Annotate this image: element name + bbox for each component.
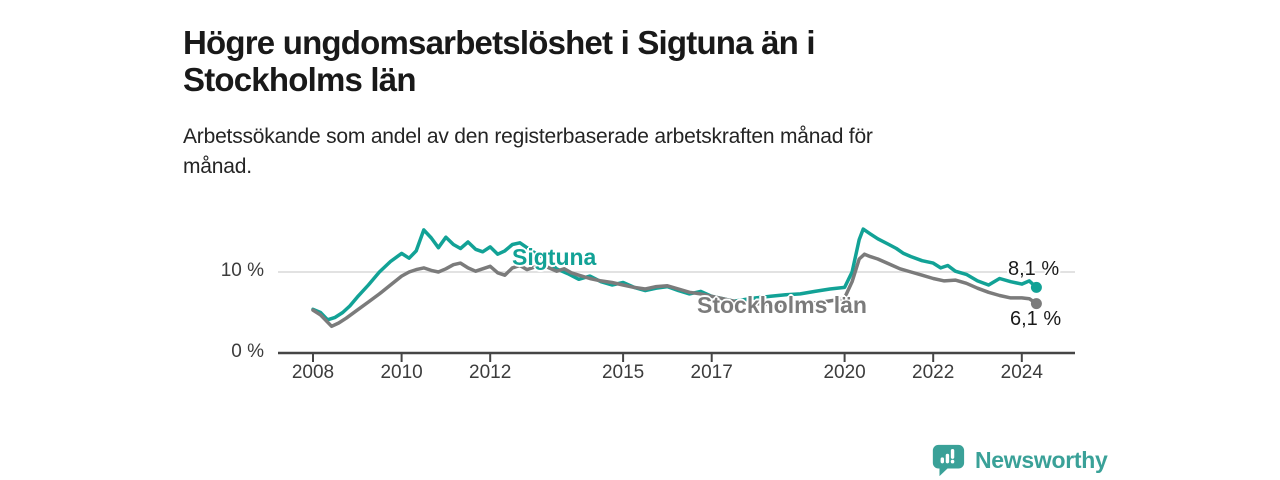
bar-medium	[945, 453, 950, 464]
series-line-stockholms-l-n	[311, 252, 1039, 329]
y-tick-label-0: 0 %	[231, 341, 264, 362]
x-tick-label-2020: 2020	[823, 362, 866, 383]
page-title: Högre ungdomsarbetslöshet i Sigtuna än i…	[183, 24, 816, 99]
x-tick-label-2015: 2015	[601, 362, 645, 383]
chart-subtitle-line1: Arbetssökande som andel av den registerb…	[183, 125, 873, 148]
x-tick-label-2012: 2012	[469, 362, 512, 383]
chart-subtitle: Arbetssökande som andel av den registerb…	[183, 122, 873, 182]
page-title-line1: Högre ungdomsarbetslöshet i Sigtuna än i	[183, 24, 816, 62]
x-tick-label-2008: 2008	[291, 362, 335, 383]
series-line-sigtuna	[311, 227, 1039, 322]
series-label-sigtuna: Sigtuna	[512, 244, 597, 270]
series-label-stockholms-lan: Stockholms län	[697, 292, 867, 318]
page-title-line2: Stockholms län	[183, 61, 417, 99]
y-tick-label-10: 10 %	[220, 260, 264, 281]
end-value-label-sigtuna: 8,1 %	[1008, 258, 1060, 280]
exclamation-dot	[950, 459, 955, 464]
bar-small	[940, 457, 945, 464]
x-tick-label-2010: 2010	[380, 362, 423, 383]
x-tick-label-2024: 2024	[1000, 362, 1043, 383]
brand-name: Newsworthy	[975, 446, 1108, 473]
newsworthy-brand-link[interactable]: Newsworthy	[930, 442, 1108, 478]
x-tick-label-2022: 2022	[912, 362, 955, 383]
series-end-dot-stockholms-l-n	[1030, 298, 1042, 310]
end-value-label-stockholms-lan: 6,1 %	[1010, 308, 1062, 330]
x-tick-label-2017: 2017	[690, 362, 733, 383]
exclamation-bar	[950, 449, 955, 459]
series-end-dot-sigtuna	[1030, 281, 1042, 293]
newsworthy-logo-icon	[932, 444, 965, 477]
chart-subtitle-line2: månad.	[183, 155, 252, 178]
